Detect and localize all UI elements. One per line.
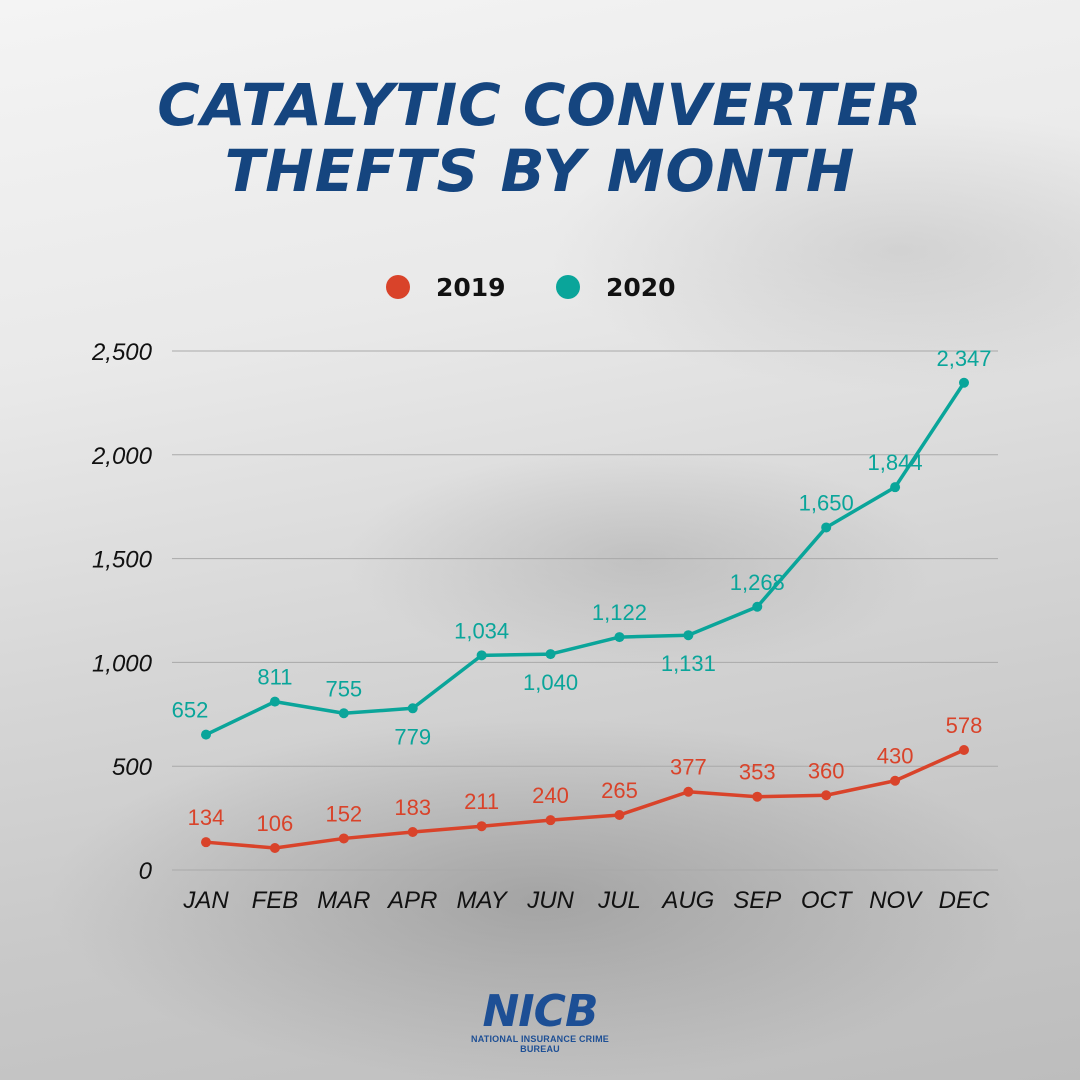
data-point [890, 482, 901, 493]
title-line-2: THEFTS BY MONTH [224, 137, 856, 205]
data-label: 1,040 [523, 670, 578, 695]
data-label: 755 [325, 676, 362, 701]
data-label: 1,122 [592, 600, 647, 625]
data-point [407, 827, 418, 838]
data-point [407, 703, 418, 714]
y-tick-label: 2,500 [91, 339, 153, 366]
data-label: 152 [325, 801, 362, 826]
data-point [821, 522, 832, 533]
data-label: 1,131 [661, 651, 716, 676]
data-point [269, 842, 280, 853]
data-point [959, 377, 969, 388]
x-tick-label: JUL [597, 887, 641, 914]
data-point [614, 809, 625, 820]
data-point [269, 696, 280, 707]
series-line-2019 [205, 748, 965, 850]
logo-mark: NICB [482, 986, 598, 1037]
x-tick-label: SEP [733, 887, 781, 914]
x-tick-label: JUN [526, 887, 574, 914]
series-line-2020 [205, 381, 966, 737]
data-label: 811 [257, 665, 292, 690]
chart-title: CATALYTIC CONVERTER THEFTS BY MONTH [0, 72, 1080, 204]
x-tick-label: APR [386, 887, 437, 914]
legend-label: 2019 [436, 273, 506, 302]
data-label: 2,347 [936, 346, 991, 371]
y-tick-label: 2,000 [91, 443, 153, 470]
data-point [752, 791, 763, 802]
data-point [476, 650, 487, 661]
data-label: 134 [188, 805, 225, 830]
data-point [959, 745, 969, 756]
data-label: 578 [946, 713, 983, 738]
data-label: 183 [394, 795, 431, 820]
legend-marker [556, 275, 580, 299]
data-label: 779 [394, 724, 431, 749]
data-label: 211 [464, 789, 499, 814]
legend-label: 2020 [606, 273, 676, 302]
data-label: 106 [257, 811, 294, 836]
x-tick-label: JAN [182, 887, 229, 914]
logo-tagline: NATIONAL INSURANCE CRIME BUREAU [471, 1034, 609, 1054]
data-label: 265 [601, 778, 638, 803]
data-label: 430 [877, 744, 914, 769]
data-label: 1,844 [868, 450, 923, 475]
data-point [201, 837, 211, 848]
data-point [890, 775, 901, 786]
data-point [821, 790, 832, 801]
x-tick-label: FEB [252, 887, 299, 914]
data-label: 652 [172, 698, 209, 723]
y-tick-label: 0 [139, 858, 153, 885]
data-point [201, 729, 211, 740]
data-point [683, 630, 694, 641]
y-tick-label: 500 [112, 754, 153, 781]
data-point [752, 601, 763, 612]
x-tick-label: MAY [457, 887, 509, 914]
y-tick-label: 1,500 [92, 547, 153, 574]
data-point [545, 815, 556, 826]
x-tick-label: OCT [801, 887, 854, 914]
data-point [545, 649, 556, 660]
data-label: 1,650 [799, 490, 854, 515]
data-label: 353 [739, 760, 776, 785]
data-label: 240 [532, 783, 569, 808]
x-tick-label: MAR [317, 887, 370, 914]
data-label: 377 [670, 755, 707, 780]
data-point [683, 786, 694, 797]
legend-marker [386, 275, 410, 299]
x-tick-label: AUG [660, 887, 714, 914]
data-label: 1,268 [730, 570, 785, 595]
data-point [614, 632, 625, 643]
data-point [338, 833, 349, 844]
x-tick-label: NOV [869, 887, 923, 914]
y-tick-label: 1,000 [92, 650, 153, 677]
data-label: 1,034 [454, 618, 509, 643]
title-line-1: CATALYTIC CONVERTER [157, 71, 923, 139]
nicb-logo: NICB NATIONAL INSURANCE CRIME BUREAU [450, 986, 630, 1055]
data-point [476, 821, 487, 832]
data-label: 360 [808, 758, 845, 783]
x-tick-label: DEC [939, 887, 990, 914]
data-point [338, 708, 349, 719]
